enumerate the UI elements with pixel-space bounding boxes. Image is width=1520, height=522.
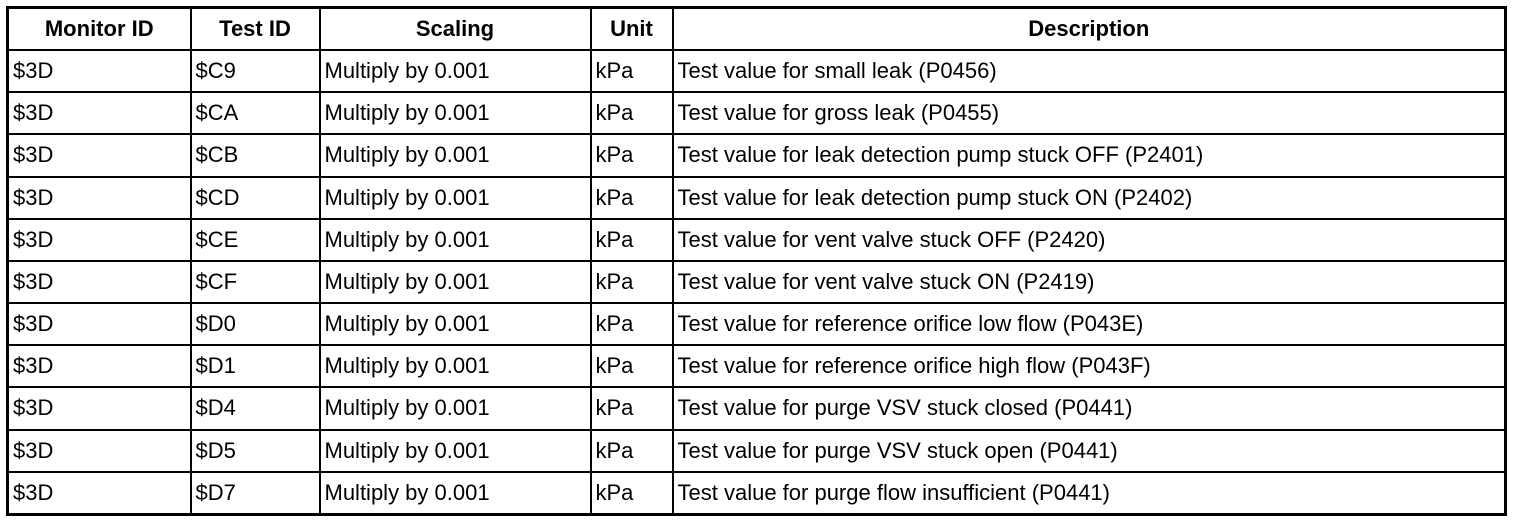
table-cell: $3D <box>6 91 192 136</box>
table-cell: Test value for purge flow insufficient (… <box>671 470 1507 516</box>
table-cell: $3D <box>6 259 192 305</box>
table-cell: Test value for reference orifice high fl… <box>671 344 1507 389</box>
table-cell: Multiply by 0.001 <box>318 217 592 262</box>
table-cell: $3D <box>6 175 192 220</box>
table-cell: $3D <box>6 302 192 347</box>
table-cell: kPa <box>589 386 674 431</box>
table-cell: $D0 <box>189 302 321 347</box>
table-cell: $3D <box>6 470 192 516</box>
table-cell: kPa <box>589 259 674 305</box>
table-cell: $3D <box>6 386 192 431</box>
table-cell: $CD <box>189 175 321 220</box>
table-row: $3D $D1 Multiply by 0.001 kPa Test value for… <box>6 344 1507 389</box>
header-cell: Unit <box>589 6 674 51</box>
table-cell: kPa <box>589 470 674 516</box>
table-cell: Test value for leak detection pump stuck… <box>671 175 1507 220</box>
table-cell: $3D <box>6 133 192 178</box>
header-cell: Test ID <box>189 6 321 51</box>
table-cell: $3D <box>6 344 192 389</box>
table-cell: $CE <box>189 217 321 262</box>
table-cell: $CF <box>189 259 321 305</box>
table-cell: kPa <box>589 217 674 262</box>
header-cell: Monitor ID <box>6 6 192 51</box>
table-cell: Multiply by 0.001 <box>318 344 592 389</box>
data-table: Monitor ID Test ID Scaling Unit Description … <box>6 6 1507 516</box>
table-cell: $D4 <box>189 386 321 431</box>
table-cell: Test value for vent valve stuck OFF (P24… <box>671 217 1507 262</box>
table-cell: Multiply by 0.001 <box>318 428 592 473</box>
table-row: $3D $CD Multiply by 0.001 kPa Test value for… <box>6 175 1507 220</box>
table-cell: Multiply by 0.001 <box>318 175 592 220</box>
header-cell: Scaling <box>318 6 592 51</box>
table-cell: Multiply by 0.001 <box>318 48 592 94</box>
table-cell: Test value for leak detection pump stuck… <box>671 133 1507 178</box>
table-cell: kPa <box>589 133 674 178</box>
table-row: $3D $CE Multiply by 0.001 kPa Test value for… <box>6 217 1507 262</box>
table-cell: Multiply by 0.001 <box>318 133 592 178</box>
table-cell: kPa <box>589 344 674 389</box>
table-body: $3D $C9 Multiply by 0.001 kPa Test value for… <box>6 48 1507 516</box>
table-cell: Multiply by 0.001 <box>318 386 592 431</box>
table-row: $3D $C9 Multiply by 0.001 kPa Test value for… <box>6 48 1507 94</box>
table-cell: kPa <box>589 302 674 347</box>
table-cell: $3D <box>6 428 192 473</box>
table-cell: Test value for purge VSV stuck open (P04… <box>671 428 1507 473</box>
table-cell: $D5 <box>189 428 321 473</box>
table-cell: Multiply by 0.001 <box>318 91 592 136</box>
header-cell: Description <box>671 6 1507 51</box>
table-row: $3D $CB Multiply by 0.001 kPa Test value for… <box>6 133 1507 178</box>
table-cell: Test value for small leak (P0456) <box>671 48 1507 94</box>
table-cell: $CB <box>189 133 321 178</box>
table-cell: Test value for reference orifice low flo… <box>671 302 1507 347</box>
table-cell: $C9 <box>189 48 321 94</box>
table-cell: kPa <box>589 48 674 94</box>
table-cell: $3D <box>6 217 192 262</box>
table-cell: kPa <box>589 175 674 220</box>
table-cell: Test value for purge VSV stuck closed (P… <box>671 386 1507 431</box>
table-cell: Multiply by 0.001 <box>318 302 592 347</box>
table-cell: $D1 <box>189 344 321 389</box>
table-row: $3D $D0 Multiply by 0.001 kPa Test value for… <box>6 302 1507 347</box>
table-cell: $CA <box>189 91 321 136</box>
table-row: $3D $D7 Multiply by 0.001 kPa Test value for… <box>6 470 1507 516</box>
table-cell: Test value for vent valve stuck ON (P241… <box>671 259 1507 305</box>
table-cell: $3D <box>6 48 192 94</box>
table-cell: Multiply by 0.001 <box>318 470 592 516</box>
table-cell: $D7 <box>189 470 321 516</box>
table-cell: kPa <box>589 91 674 136</box>
table-cell: Multiply by 0.001 <box>318 259 592 305</box>
table-row: $3D $CA Multiply by 0.001 kPa Test value for… <box>6 91 1507 136</box>
table-row: $3D $D5 Multiply by 0.001 kPa Test value for… <box>6 428 1507 473</box>
table-cell: kPa <box>589 428 674 473</box>
header-row: Monitor ID Test ID Scaling Unit Description <box>6 6 1507 51</box>
table-cell: Test value for gross leak (P0455) <box>671 91 1507 136</box>
table-row: $3D $CF Multiply by 0.001 kPa Test value for… <box>6 259 1507 305</box>
table-row: $3D $D4 Multiply by 0.001 kPa Test value for… <box>6 386 1507 431</box>
